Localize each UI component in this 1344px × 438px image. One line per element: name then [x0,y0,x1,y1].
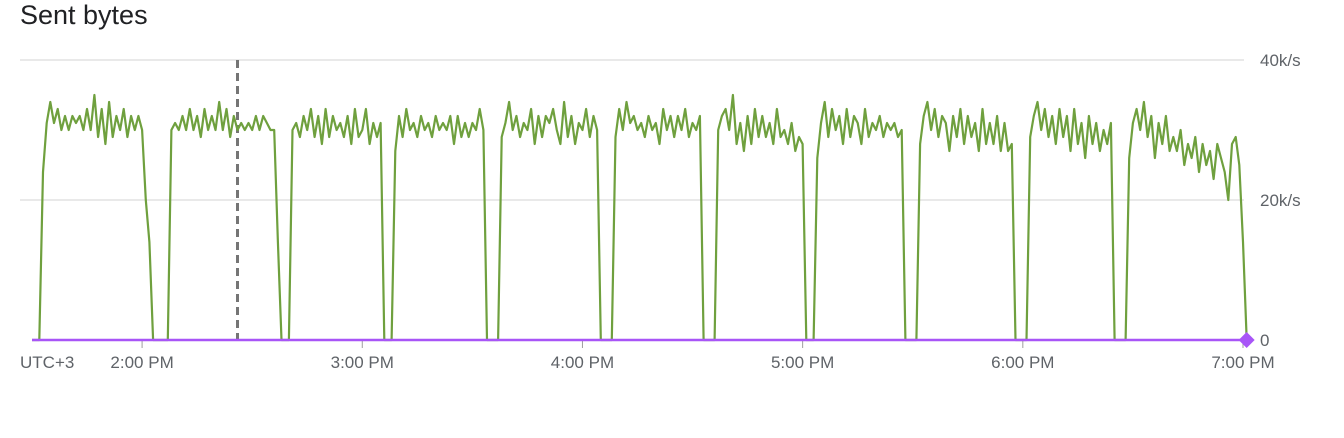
x-tick-label: 5:00 PM [771,353,834,372]
grid-lines [20,59,1244,201]
x-axis-labels: UTC+3 2:00 PM 3:00 PM 4:00 PM 5:00 PM 6:00 PM… [20,340,1275,372]
x-tick-label: 4:00 PM [551,353,614,372]
y-axis-labels: 40k/s 20k/s 0 [1260,51,1301,350]
series-line-sent[interactable] [32,93,1248,342]
x-tick-label: 7:00 PM [1211,353,1274,372]
x-tick-label: 6:00 PM [991,353,1054,372]
x-tick-label: 3:00 PM [331,353,394,372]
y-tick-label: 20k/s [1260,191,1301,210]
chart-title: Sent bytes [20,0,148,30]
x-tick-label: 2:00 PM [110,353,173,372]
series-lines[interactable] [32,93,1255,348]
series-end-marker[interactable] [1238,332,1255,348]
y-tick-label: 40k/s [1260,51,1301,70]
y-tick-label: 0 [1260,331,1269,350]
timezone-label: UTC+3 [20,353,74,372]
